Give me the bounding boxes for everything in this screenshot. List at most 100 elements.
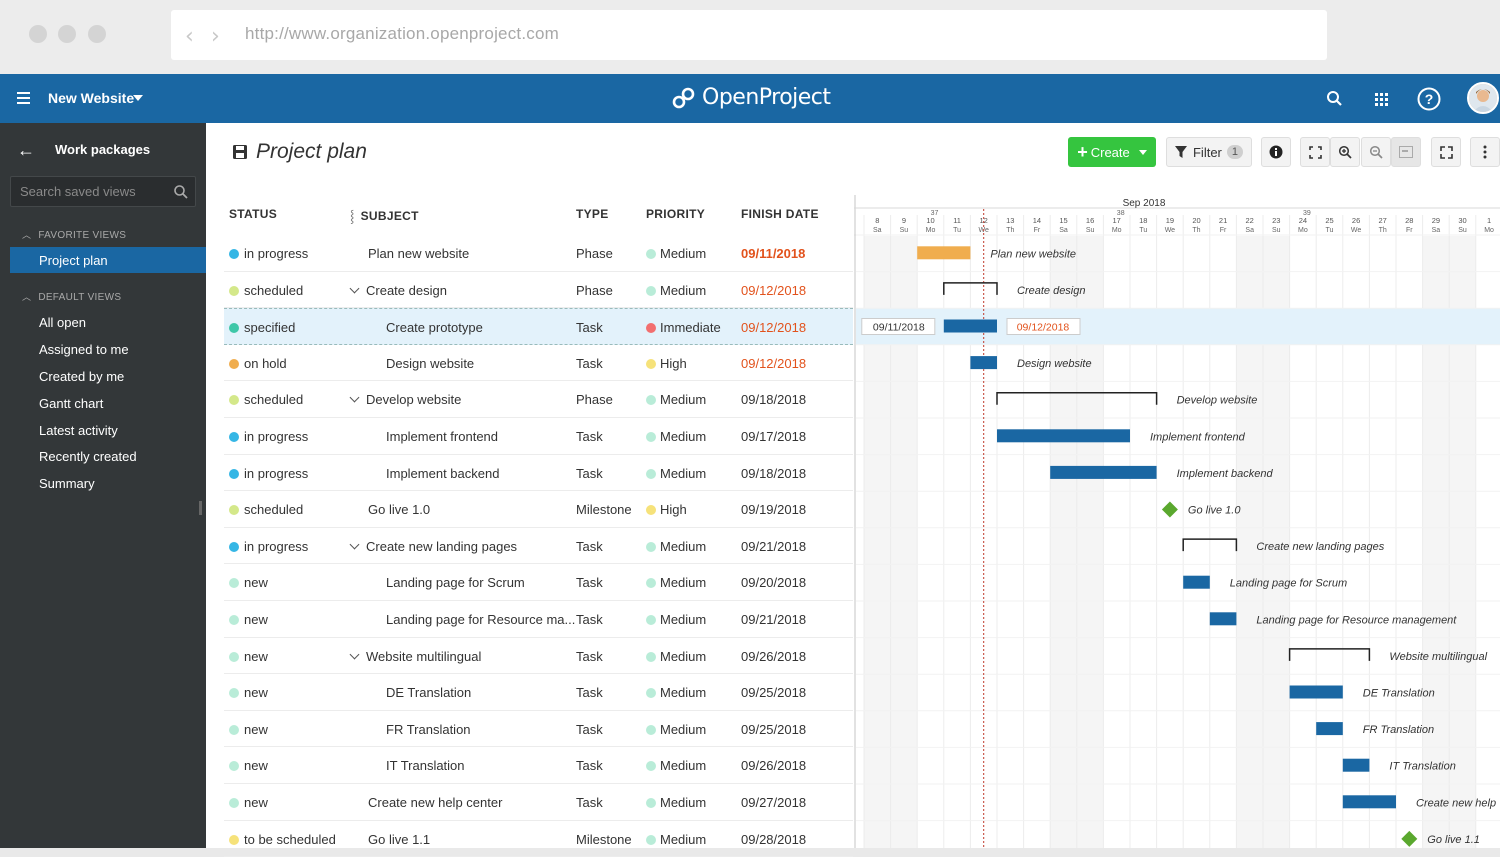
finish-date-cell[interactable]: 09/20/2018 (741, 575, 807, 591)
gantt-milestone-diamond[interactable] (1161, 501, 1178, 518)
gantt-bar[interactable] (997, 429, 1130, 443)
finish-date-cell[interactable]: 09/26/2018 (741, 648, 807, 664)
type-cell[interactable]: Phase (576, 392, 613, 408)
sidebar-item-created-by-me[interactable]: Created by me (39, 369, 125, 384)
priority-cell[interactable]: Medium (646, 283, 706, 298)
subject-cell[interactable]: Landing page for Scrum (386, 575, 525, 590)
col-header-status[interactable]: STATUS (229, 207, 278, 221)
window-minimize-dot[interactable] (58, 25, 76, 43)
type-cell[interactable]: Task (576, 758, 603, 774)
table-row[interactable]: new Landing page for Resource ma... Task Me… (224, 601, 853, 638)
type-cell[interactable]: Milestone (576, 502, 632, 518)
priority-cell[interactable]: Medium (646, 392, 706, 407)
status-cell[interactable]: in progress (229, 429, 308, 444)
status-cell[interactable]: new (229, 795, 268, 810)
gantt-bar[interactable] (1342, 758, 1370, 772)
subject-cell[interactable]: Go live 1.1 (368, 832, 430, 847)
table-row[interactable]: scheduled Go live 1.0 Milestone High 09/19/2… (224, 491, 853, 528)
type-cell[interactable]: Task (576, 795, 603, 810)
table-row[interactable]: in progress Create new landing pages Task M… (224, 528, 853, 565)
gantt-bar[interactable] (917, 246, 971, 260)
priority-cell[interactable]: Medium (646, 832, 706, 847)
priority-cell[interactable]: Medium (646, 758, 706, 773)
finish-date-cell[interactable]: 09/25/2018 (741, 685, 807, 701)
finish-date-cell[interactable]: 09/27/2018 (741, 795, 807, 810)
finish-date-cell[interactable]: 09/25/2018 (741, 721, 807, 737)
type-cell[interactable]: Task (576, 355, 603, 371)
zoom-out-button[interactable] (1361, 137, 1391, 167)
type-cell[interactable]: Task (576, 320, 603, 336)
sidebar-item-latest-activity[interactable]: Latest activity (39, 423, 118, 438)
filter-button[interactable]: Filter 1 (1166, 137, 1252, 167)
back-arrow-icon[interactable]: ‹ (185, 24, 194, 49)
address-bar[interactable]: ‹ › http://www.organization.openproject.… (171, 10, 1327, 60)
search-input[interactable] (20, 184, 170, 199)
status-cell[interactable]: scheduled (229, 392, 303, 407)
status-cell[interactable]: on hold (229, 356, 287, 371)
subject-cell[interactable]: IT Translation (386, 758, 465, 773)
status-cell[interactable]: new (229, 649, 268, 664)
status-cell[interactable]: new (229, 758, 268, 773)
type-cell[interactable]: Task (576, 429, 603, 444)
priority-cell[interactable]: Medium (646, 429, 706, 444)
sidebar-item-gantt-chart[interactable]: Gantt chart (39, 396, 104, 411)
save-icon[interactable] (232, 144, 248, 160)
type-cell[interactable]: Task (576, 465, 603, 481)
chevron-down-icon[interactable] (133, 95, 143, 101)
subject-cell[interactable]: Create design (349, 283, 447, 298)
gantt-bar[interactable] (1342, 795, 1396, 809)
chevron-up-icon[interactable]: ︿ (22, 292, 32, 302)
finish-date-cell[interactable]: 09/17/2018 (741, 429, 807, 444)
subject-cell[interactable]: Create new help center (368, 795, 502, 810)
priority-cell[interactable]: High (646, 356, 687, 371)
sidebar-item-assigned-to-me[interactable]: Assigned to me (39, 342, 129, 357)
subject-cell[interactable]: Create prototype (386, 320, 483, 335)
modules-grid-icon[interactable] (1368, 86, 1394, 112)
finish-date-cell[interactable]: 09/21/2018 (741, 612, 807, 627)
priority-cell[interactable]: Medium (646, 612, 706, 627)
table-row[interactable]: in progress Plan new website Phase Medium 09… (224, 235, 853, 272)
priority-cell[interactable]: Medium (646, 466, 706, 481)
table-row[interactable]: to be scheduled Go live 1.1 Milestone Mediu… (224, 821, 853, 857)
gantt-bar[interactable] (1316, 722, 1343, 736)
priority-cell[interactable]: Medium (646, 575, 706, 590)
subject-cell[interactable]: Implement backend (386, 466, 499, 481)
gantt-bar[interactable] (1183, 575, 1210, 589)
gantt-divider[interactable] (854, 195, 856, 848)
type-cell[interactable]: Milestone (576, 831, 632, 847)
type-cell[interactable]: Task (576, 538, 603, 554)
zoom-in-button[interactable] (1330, 137, 1360, 167)
col-header-type[interactable]: TYPE (576, 207, 609, 221)
back-arrow-icon[interactable]: ← (17, 140, 35, 160)
priority-cell[interactable]: Medium (646, 539, 706, 554)
finish-date-cell[interactable]: 09/11/2018 (741, 246, 806, 261)
subject-cell[interactable]: Plan new website (368, 246, 469, 261)
table-row[interactable]: new IT Translation Task Medium 09/26/2018 (224, 747, 853, 784)
table-row[interactable]: on hold Design website Task High 09/12/2018 (224, 345, 853, 382)
subject-cell[interactable]: Design website (386, 356, 474, 371)
status-cell[interactable]: in progress (229, 539, 308, 554)
type-cell[interactable]: Task (576, 612, 603, 627)
finish-date-cell[interactable]: 09/28/2018 (741, 831, 807, 847)
project-selector[interactable]: New Website (48, 90, 135, 106)
table-row[interactable]: specified Create prototype Task Immediate 09… (224, 308, 853, 345)
hierarchy-icon[interactable]: ⸾ (350, 209, 355, 223)
finish-date-cell[interactable]: 09/12/2018 (741, 282, 807, 298)
table-row[interactable]: new FR Translation Task Medium 09/25/2018 (224, 711, 853, 748)
type-cell[interactable]: Phase (576, 246, 613, 261)
gantt-phase-bracket[interactable] (943, 282, 998, 295)
gantt-bar[interactable] (943, 319, 997, 333)
subject-cell[interactable]: Implement frontend (386, 429, 498, 444)
subject-cell[interactable]: DE Translation (386, 685, 471, 700)
type-cell[interactable]: Task (576, 721, 603, 737)
priority-cell[interactable]: Medium (646, 246, 706, 261)
gantt-milestone-diamond[interactable] (1401, 830, 1418, 847)
sidebar-item-recently-created[interactable]: Recently created (39, 449, 137, 464)
chevron-down-icon[interactable] (349, 649, 360, 660)
table-row[interactable]: new Website multilingual Task Medium 09/26/2… (224, 638, 853, 675)
status-cell[interactable]: in progress (229, 246, 308, 261)
table-row[interactable]: new DE Translation Task Medium 09/25/2018 (224, 674, 853, 711)
openproject-logo[interactable]: OpenProject (672, 85, 831, 110)
priority-cell[interactable]: High (646, 502, 687, 517)
col-header-subject[interactable]: ⸾ SUBJECT (350, 209, 419, 223)
